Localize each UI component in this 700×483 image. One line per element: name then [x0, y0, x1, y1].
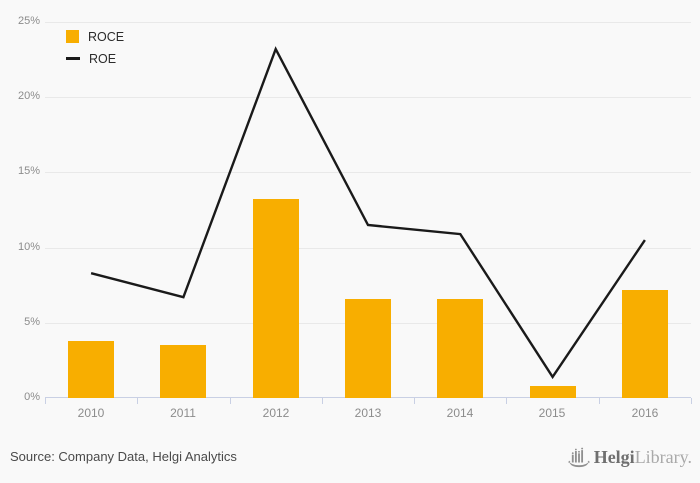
source-attribution: Source: Company Data, Helgi Analytics	[10, 449, 237, 464]
helgi-library-logo: Helgi Library.	[568, 446, 692, 468]
x-axis-tick-label: 2015	[538, 406, 566, 420]
roce-swatch-icon	[66, 30, 79, 43]
y-axis-tick-label: 25%	[17, 15, 40, 27]
x-axis-tick	[691, 398, 692, 404]
x-axis-tick-label: 2011	[170, 406, 196, 420]
roce-bar	[68, 341, 114, 398]
y-axis-tick-label: 20%	[17, 90, 40, 102]
x-axis-tick-label: 2014	[446, 406, 474, 420]
roce-bar	[345, 299, 391, 398]
logo-text-helgi: Helgi	[593, 446, 635, 467]
y-axis-tick-label: 10%	[17, 241, 40, 253]
y-axis-tick-label: 0%	[24, 391, 40, 403]
x-axis-tick	[137, 398, 138, 404]
x-axis-tick	[599, 398, 600, 404]
legend-label-roe: ROE	[89, 51, 117, 66]
roce-bar	[622, 290, 668, 398]
x-axis-tick	[230, 398, 231, 404]
y-axis-tick-label: 5%	[24, 316, 40, 328]
x-axis-tick-label: 2013	[354, 406, 382, 420]
logo-text-library: Library.	[634, 446, 692, 467]
x-axis-tick	[414, 398, 415, 404]
gridline	[45, 22, 691, 23]
gridline	[45, 248, 691, 249]
bar-chart-boat-icon	[568, 447, 590, 468]
legend-item-roce: ROCE	[66, 29, 124, 44]
x-axis-tick-label: 2010	[77, 406, 105, 420]
roe-dash-icon	[66, 57, 80, 60]
gridline	[45, 97, 691, 98]
legend-item-roe: ROE	[66, 51, 124, 66]
x-axis-tick-label: 2012	[262, 406, 290, 420]
x-axis-tick-label: 2016	[631, 406, 659, 420]
legend-label-roce: ROCE	[88, 29, 125, 44]
y-axis-tick-label: 15%	[17, 165, 40, 177]
roce-bar	[530, 386, 576, 398]
legend: ROCE ROE	[66, 29, 124, 73]
x-axis-tick	[506, 398, 507, 404]
roce-bar	[160, 345, 206, 398]
x-axis-tick	[45, 398, 46, 404]
roce-bar	[253, 199, 299, 398]
x-axis-tick	[322, 398, 323, 404]
roce-bar	[437, 299, 483, 398]
gridline	[45, 172, 691, 173]
